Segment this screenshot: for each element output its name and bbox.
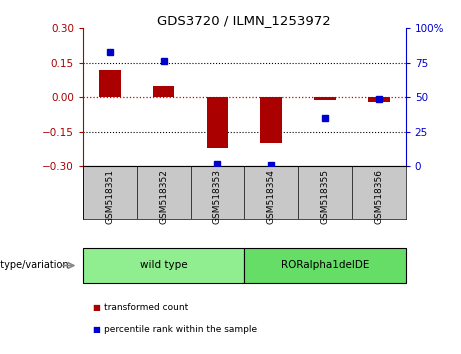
Text: GSM518356: GSM518356 [374, 169, 383, 224]
Bar [314, 97, 336, 100]
Text: GSM518353: GSM518353 [213, 169, 222, 224]
Bar [207, 97, 228, 148]
Text: ■: ■ [92, 303, 100, 313]
Bar [368, 97, 390, 102]
Text: genotype/variation: genotype/variation [0, 261, 69, 270]
Text: GSM518355: GSM518355 [320, 169, 330, 224]
Text: ■: ■ [92, 325, 100, 334]
Bar [260, 97, 282, 143]
Text: percentile rank within the sample: percentile rank within the sample [104, 325, 257, 334]
Bar [153, 86, 174, 97]
Text: GSM518351: GSM518351 [106, 169, 114, 224]
Text: GSM518352: GSM518352 [159, 169, 168, 224]
Bar [99, 70, 121, 97]
Title: GDS3720 / ILMN_1253972: GDS3720 / ILMN_1253972 [158, 14, 331, 27]
Text: transformed count: transformed count [104, 303, 188, 313]
Text: GSM518354: GSM518354 [267, 169, 276, 224]
Text: RORalpha1delDE: RORalpha1delDE [281, 261, 369, 270]
Text: wild type: wild type [140, 261, 188, 270]
